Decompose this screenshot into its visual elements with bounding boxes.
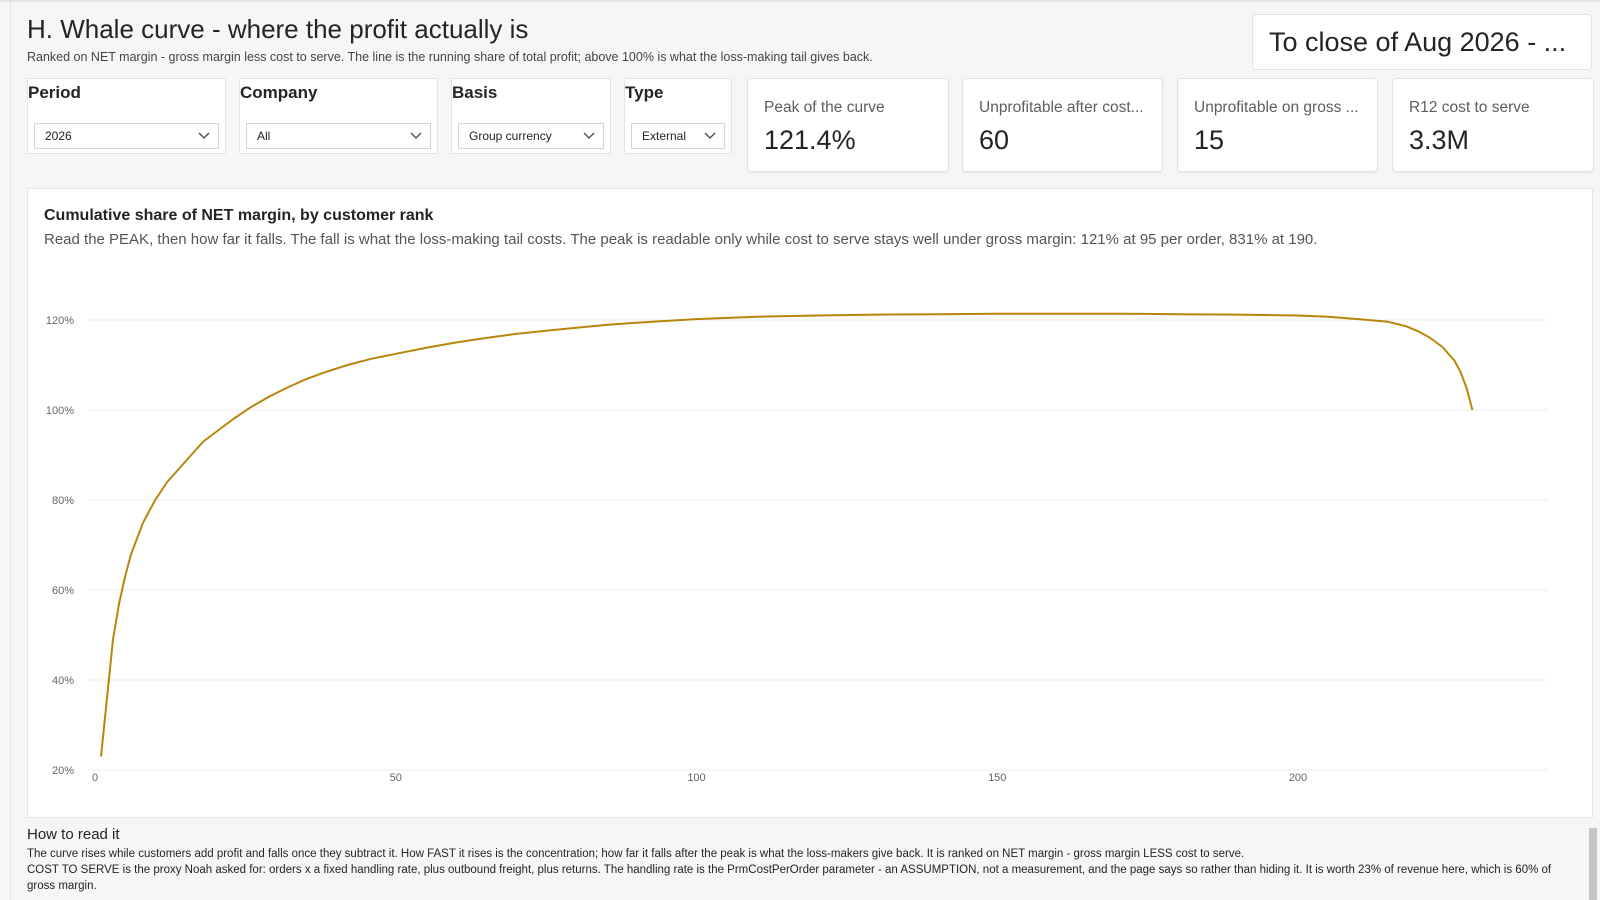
kpi-value: 60 [979,125,1010,155]
basis-dropdown-value: Group currency [469,129,552,143]
kpi-card-unprofitable-after-cost: Unprofitable after cost... 60 [962,78,1163,172]
kpi-value: 121.4% [764,125,856,155]
kpi-value: 3.3M [1409,125,1470,155]
date-context-card: To close of Aug 2026 - ... [1252,14,1592,70]
x-tick-label: 100 [687,772,705,784]
notes-paragraph: COST TO SERVE is the proxy Noah asked fo… [27,864,1552,892]
company-dropdown-value: All [257,129,271,143]
kpi-label: Unprofitable after cost... [979,99,1144,116]
y-tick-label: 100% [46,405,74,417]
period-slicer-title: Period [28,83,81,102]
type-dropdown-value: External [642,129,687,143]
whale-curve-chart-panel: 20% 40% 60% 80% 100% 120% 0 50 100 150 200 Cumulat… [27,188,1593,818]
kpi-card-peak: Peak of the curve 121.4% [747,78,949,172]
kpi-card-unprofitable-gross: Unprofitable on gross ... 15 [1177,78,1378,172]
type-slicer-title: Type [625,83,664,102]
chevron-down-icon [198,132,210,139]
chevron-down-icon [704,132,716,139]
kpi-label: Unprofitable on gross ... [1194,99,1359,116]
x-tick-label: 0 [92,772,98,784]
chart-subtitle: Read the PEAK, then how far it falls. Th… [44,231,1318,248]
x-tick-label: 50 [390,772,402,784]
top-border [0,0,1600,2]
y-tick-label: 40% [52,675,74,687]
chevron-down-icon [583,132,595,139]
company-dropdown[interactable]: All [246,123,431,149]
cumulative-margin-line [100,312,1474,757]
page-title: H. Whale curve - where the profit actual… [27,14,529,44]
page-subtitle: Ranked on NET margin - gross margin less… [27,50,873,64]
chart-title: Cumulative share of NET margin, by custo… [44,207,434,224]
x-tick-label: 150 [988,772,1006,784]
basis-dropdown[interactable]: Group currency [458,123,604,149]
y-tick-label: 60% [52,585,74,597]
kpi-label: R12 cost to serve [1409,99,1530,116]
period-slicer: Period 2026 [27,78,226,154]
notes-heading: How to read it [27,826,120,843]
date-context-text: To close of Aug 2026 - ... [1269,26,1567,57]
company-slicer: Company All [239,78,438,154]
x-tick-label: 200 [1289,772,1307,784]
type-slicer: Type External [624,78,732,154]
kpi-card-cost-to-serve: R12 cost to serve 3.3M [1392,78,1594,172]
whale-curve-chart[interactable]: 20% 40% 60% 80% 100% 120% 0 50 100 150 200 [28,189,1594,819]
notes-paragraph: The curve rises while customers add prof… [27,848,1245,860]
kpi-value: 15 [1194,125,1225,155]
type-dropdown[interactable]: External [631,123,725,149]
notes-scrollbar-thumb[interactable] [1589,828,1597,900]
left-border [10,0,11,900]
basis-slicer: Basis Group currency [451,78,611,154]
y-tick-label: 20% [52,765,74,777]
period-dropdown[interactable]: 2026 [34,123,219,149]
period-dropdown-value: 2026 [45,129,72,143]
chevron-down-icon [410,132,422,139]
how-to-read-notes: How to read it The curve rises while cus… [27,826,1582,894]
y-tick-label: 120% [46,315,74,327]
company-slicer-title: Company [240,83,318,102]
y-tick-label: 80% [52,495,74,507]
basis-slicer-title: Basis [452,83,498,102]
kpi-label: Peak of the curve [764,99,885,116]
